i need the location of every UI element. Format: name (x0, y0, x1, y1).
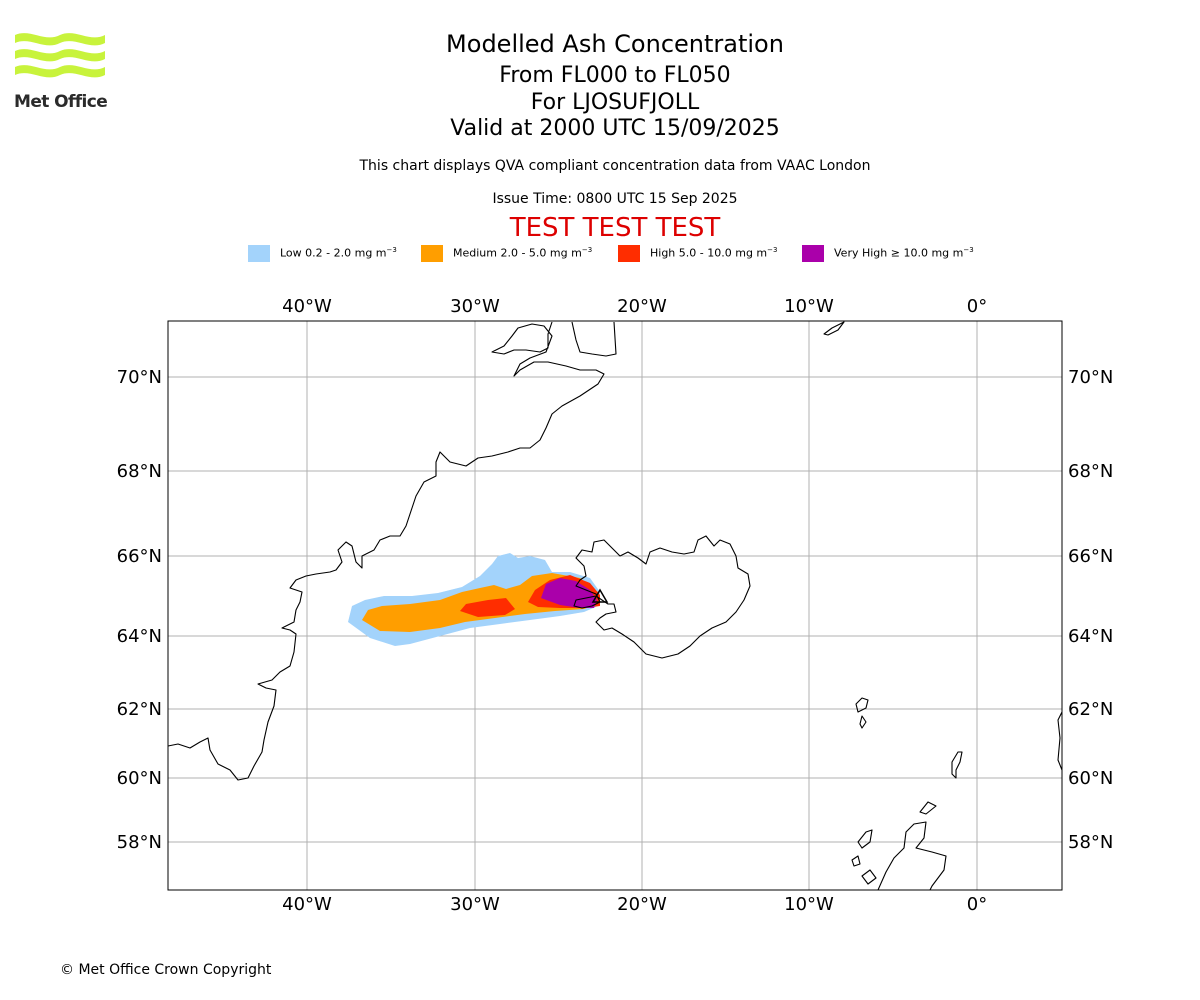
coastline-scotland (851, 801, 947, 890)
lon-tick-top-20w: 20°W (617, 296, 667, 317)
logo-text: Met Office (14, 92, 108, 112)
map-gridlines (168, 321, 1062, 890)
lon-tick-top-10w: 10°W (784, 296, 834, 317)
coastline-shetland (951, 751, 963, 779)
met-office-logo: Met Office (14, 30, 108, 114)
lon-tick-bottom-20w: 20°W (617, 894, 667, 915)
lat-tick-left-66n: 66°N (117, 546, 162, 567)
legend-label-medium: Medium 2.0 - 5.0 mg m−3 (453, 246, 593, 260)
legend-label-very-high: Very High ≥ 10.0 mg m−3 (834, 246, 974, 260)
lon-tick-bottom-40w: 40°W (282, 894, 332, 915)
coastline-norway (1057, 711, 1062, 771)
lat-tick-right-70n: 70°N (1068, 367, 1113, 388)
legend-swatch-very-high (802, 245, 824, 262)
flight-level-range: From FL000 to FL050 (499, 63, 731, 88)
lat-tick-right-58n: 58°N (1068, 832, 1113, 853)
issue-time: Issue Time: 0800 UTC 15 Sep 2025 (492, 191, 738, 207)
test-banner: TEST TEST TEST (509, 213, 721, 243)
ash-area-very-high (541, 578, 597, 608)
coastlines (168, 321, 1062, 890)
chart-title: Modelled Ash Concentration (446, 30, 784, 58)
ash-plume (348, 553, 600, 646)
legend-label-high: High 5.0 - 10.0 mg m−3 (650, 246, 778, 260)
chart-description: This chart displays QVA compliant concen… (359, 158, 871, 174)
lat-tick-left-70n: 70°N (117, 367, 162, 388)
lon-tick-bottom-0: 0° (967, 894, 987, 915)
lon-tick-bottom-10w: 10°W (784, 894, 834, 915)
valid-time: Valid at 2000 UTC 15/09/2025 (450, 116, 780, 141)
lon-tick-top-0: 0° (967, 296, 987, 317)
coastline-greenland-north (571, 321, 617, 357)
lat-tick-left-68n: 68°N (117, 461, 162, 482)
coastline-iceland (573, 535, 751, 659)
lat-tick-left-58n: 58°N (117, 832, 162, 853)
triangle-icon (591, 588, 609, 603)
coastline-faroes (855, 697, 869, 729)
lon-tick-top-40w: 40°W (282, 296, 332, 317)
lat-tick-right-66n: 66°N (1068, 546, 1113, 567)
lat-tick-right-62n: 62°N (1068, 699, 1113, 720)
lat-tick-right-68n: 68°N (1068, 461, 1113, 482)
lat-tick-left-64n: 64°N (117, 626, 162, 647)
met-office-wave-icon (15, 33, 105, 78)
legend-swatch-high (618, 245, 640, 262)
map-frame (167, 320, 1063, 891)
legend-swatch-low (248, 245, 270, 262)
lat-tick-left-60n: 60°N (117, 768, 162, 789)
lat-tick-right-60n: 60°N (1068, 768, 1113, 789)
legend-label-low: Low 0.2 - 2.0 mg m−3 (280, 246, 397, 260)
volcano-name: For LJOSUFJOLL (530, 90, 700, 115)
coastline-greenland (168, 321, 605, 781)
lon-tick-bottom-30w: 30°W (450, 894, 500, 915)
copyright-notice: © Met Office Crown Copyright (60, 962, 272, 978)
lat-tick-right-64n: 64°N (1068, 626, 1113, 647)
legend-swatch-medium (421, 245, 443, 262)
lon-tick-top-30w: 30°W (450, 296, 500, 317)
coastline-svalbard-tip (823, 321, 845, 336)
lat-tick-left-62n: 62°N (117, 699, 162, 720)
